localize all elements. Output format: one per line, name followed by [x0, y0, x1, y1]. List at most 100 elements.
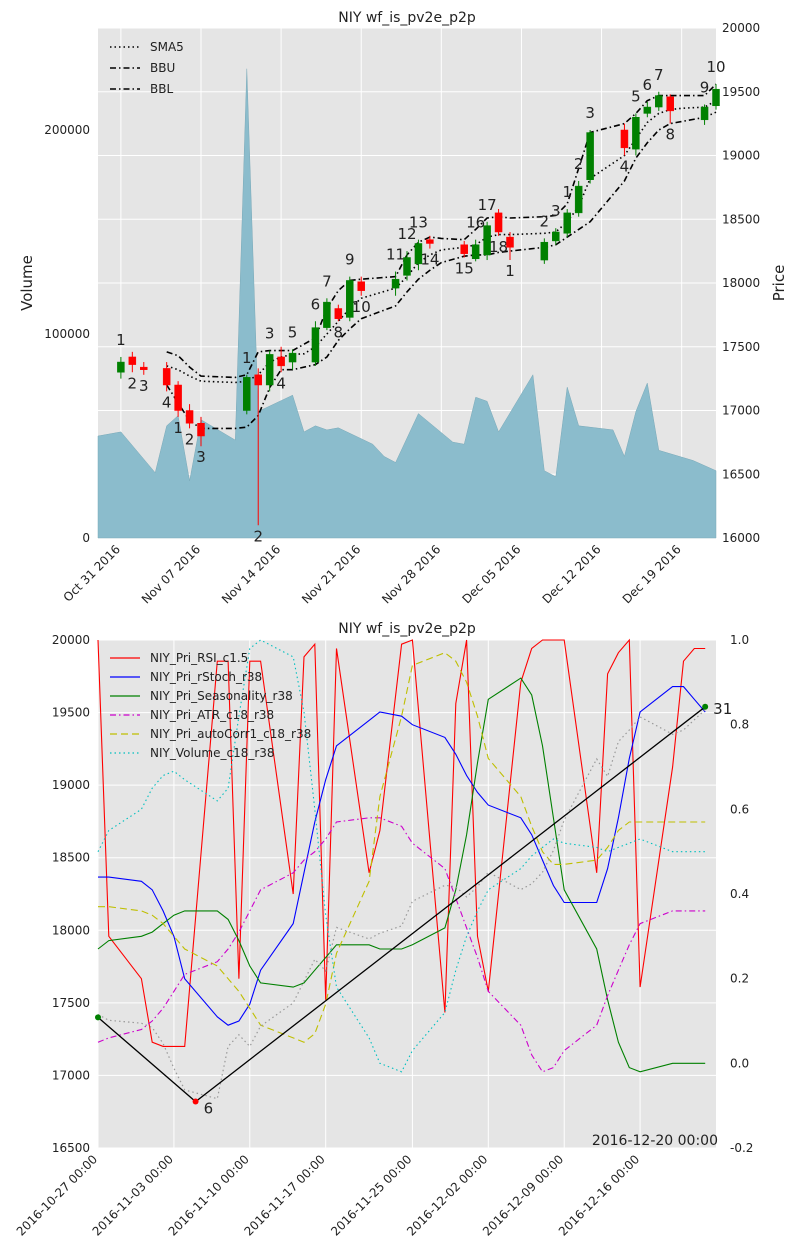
y-tick-label-right: 18000 [722, 276, 760, 290]
legend-entry: NIY_Pri_Seasonality_r38 [150, 689, 293, 703]
y-tick-label-right: 1.0 [730, 633, 749, 647]
candle-label: 12 [397, 225, 416, 243]
y-tick-label-right: 17000 [722, 404, 760, 418]
sma5-line [166, 100, 717, 384]
candle-label: 6 [311, 295, 321, 313]
series-line [97, 817, 706, 1073]
y-tick-label-left: 19500 [52, 706, 90, 720]
legend-entry: SMA5 [150, 40, 184, 54]
y-tick-label-right: 17500 [722, 340, 760, 354]
candle-body [586, 132, 594, 180]
candle-body [323, 301, 331, 328]
candle-body [700, 106, 709, 121]
x-tick-label: Nov 14 2016 [219, 542, 283, 606]
candle-label: 10 [706, 58, 725, 76]
candle-label: 3 [265, 325, 275, 343]
candle-body [288, 352, 297, 363]
y-tick-label-left: 19000 [52, 778, 90, 792]
legend-entry: NIY_Pri_ATR_c18_r38 [150, 708, 274, 722]
x-tick-label: Nov 21 2016 [299, 542, 363, 606]
candle-body [117, 361, 125, 373]
candle-label: 2 [128, 374, 138, 392]
legend-entry: BBU [150, 61, 175, 75]
candle-body [494, 212, 503, 233]
candle-body [174, 384, 182, 411]
zigzag-point [702, 703, 709, 710]
candle-label: 5 [631, 87, 641, 105]
candle-label: 16 [466, 214, 485, 232]
candle-label: 1 [116, 331, 126, 349]
candle-body [391, 278, 400, 289]
zigzag-label: 6 [204, 1100, 214, 1118]
candle-label: 2 [540, 212, 550, 230]
x-tick-label: Nov 07 2016 [139, 542, 203, 606]
candle-body [311, 327, 320, 363]
indicator-series [97, 638, 706, 1100]
legend-2: NIY_Pri_RSI_c1.5 NIY_Pri_rStoch_r38 NIY_Pr… [110, 651, 311, 760]
y-tick-label-right: 0.6 [730, 802, 749, 816]
legend-entry: NIY_Pri_rStoch_r38 [150, 670, 262, 684]
y-tick-label-left: 17000 [52, 1068, 90, 1082]
x-tick-label: 2016-12-16 00:00 [556, 1152, 642, 1238]
candle-body [185, 410, 194, 424]
x-tick-label: 2016-11-03 00:00 [90, 1152, 176, 1238]
candle-body [643, 106, 652, 114]
y-axis-label-left: Volume [18, 255, 36, 311]
candle-body [277, 356, 285, 367]
series-line [98, 652, 706, 1043]
y-tick-label-right: 0.2 [730, 972, 749, 986]
x-tick-label: Dec 19 2016 [620, 542, 684, 606]
candle-label: 9 [345, 251, 355, 269]
candle-label: 2 [574, 155, 584, 173]
series-line [97, 709, 706, 1100]
x-tick-label: Dec 12 2016 [540, 542, 604, 606]
x-tick-label: Oct 31 2016 [61, 542, 123, 604]
y-tick-label-right: 0.4 [730, 887, 749, 901]
candle-body [540, 241, 549, 261]
legend-entry: NIY_Pri_RSI_c1.5 [150, 651, 248, 665]
y-tick-label-left: 16500 [52, 1141, 90, 1155]
y-tick-label-left: 0 [82, 531, 90, 545]
candle-body [712, 88, 720, 107]
candle-body [506, 236, 514, 248]
candle-label: 1 [242, 349, 252, 367]
candle-label: 3 [551, 202, 561, 220]
candle-label: 4 [276, 374, 286, 392]
candle-body [563, 212, 571, 234]
candle-label: 4 [162, 393, 172, 411]
y-tick-label-right: -0.2 [730, 1141, 753, 1155]
candle-body [632, 117, 640, 150]
x-tick-label: 2016-11-17 00:00 [241, 1152, 327, 1238]
plot-background-2 [98, 640, 716, 1148]
y-tick-label-left: 18500 [52, 851, 90, 865]
candle-label: 17 [478, 196, 497, 214]
x-tick-label: Nov 28 2016 [379, 542, 443, 606]
candle-body [574, 185, 583, 214]
x-tick-label: Dec 05 2016 [459, 542, 523, 606]
candle-label: 10 [352, 298, 371, 316]
candle-body [243, 377, 251, 411]
candle-body [162, 368, 171, 386]
candle-label: 5 [288, 323, 298, 341]
candle-body [140, 366, 148, 370]
candle-body [128, 356, 137, 365]
y-tick-label-right: 19500 [722, 85, 760, 99]
candle-body [414, 243, 423, 265]
y-tick-label-right: 19000 [722, 149, 760, 163]
candle-label: 14 [420, 251, 439, 269]
candle-body [346, 280, 354, 318]
legend-entry: NIY_Pri_autoCorr1_c18_r38 [150, 727, 311, 741]
zigzag-point [192, 1098, 199, 1105]
y-tick-label-right: 18500 [722, 212, 760, 226]
y-tick-label-right: 0.0 [730, 1056, 749, 1070]
x-tick-label: 2016-10-27 00:00 [14, 1152, 100, 1238]
candle-label: 7 [654, 66, 664, 84]
candle-body [655, 95, 663, 108]
candle-label: 1 [173, 419, 183, 437]
candle-label: 8 [334, 323, 344, 341]
zigzag-label: 31 [713, 700, 732, 718]
chart-title: NIY wf_is_pv2e_p2p [338, 10, 476, 26]
x-tick-label: 2016-12-02 00:00 [404, 1152, 490, 1238]
